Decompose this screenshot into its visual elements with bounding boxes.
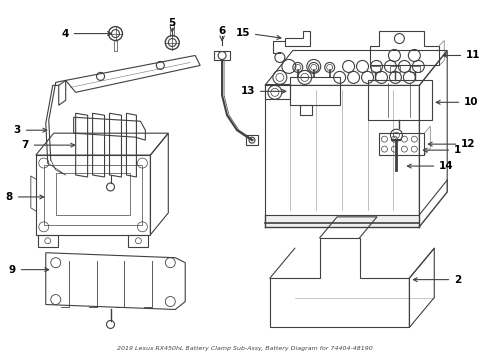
Text: 14: 14: [407, 161, 454, 171]
Bar: [56, 173, 130, 215]
Bar: [300, 105, 312, 115]
Text: 9: 9: [9, 265, 49, 275]
Bar: [368, 80, 432, 120]
Text: 1: 1: [423, 145, 462, 155]
Text: 7: 7: [22, 140, 74, 150]
Text: 6: 6: [219, 26, 226, 36]
Text: 15: 15: [236, 28, 281, 39]
Bar: [246, 135, 258, 145]
Text: 8: 8: [6, 192, 44, 202]
Bar: [265, 85, 419, 215]
Bar: [370, 67, 380, 72]
Text: 12: 12: [428, 139, 476, 149]
Bar: [44, 165, 143, 225]
Bar: [290, 77, 340, 105]
Bar: [391, 67, 400, 72]
Text: 5: 5: [169, 18, 176, 28]
Bar: [265, 84, 290, 99]
Text: 3: 3: [14, 125, 47, 135]
Text: 2: 2: [414, 275, 462, 285]
Text: 10: 10: [436, 97, 479, 107]
Bar: [410, 67, 420, 72]
Text: 4: 4: [61, 28, 112, 39]
Bar: [379, 133, 424, 155]
Bar: [36, 155, 150, 235]
Bar: [214, 50, 230, 60]
Text: 13: 13: [241, 86, 286, 96]
Text: 11: 11: [443, 50, 481, 60]
Text: 2019 Lexus RX450hL Battery Clamp Sub-Assy, Battery Diagram for 74404-48190: 2019 Lexus RX450hL Battery Clamp Sub-Ass…: [117, 346, 373, 351]
